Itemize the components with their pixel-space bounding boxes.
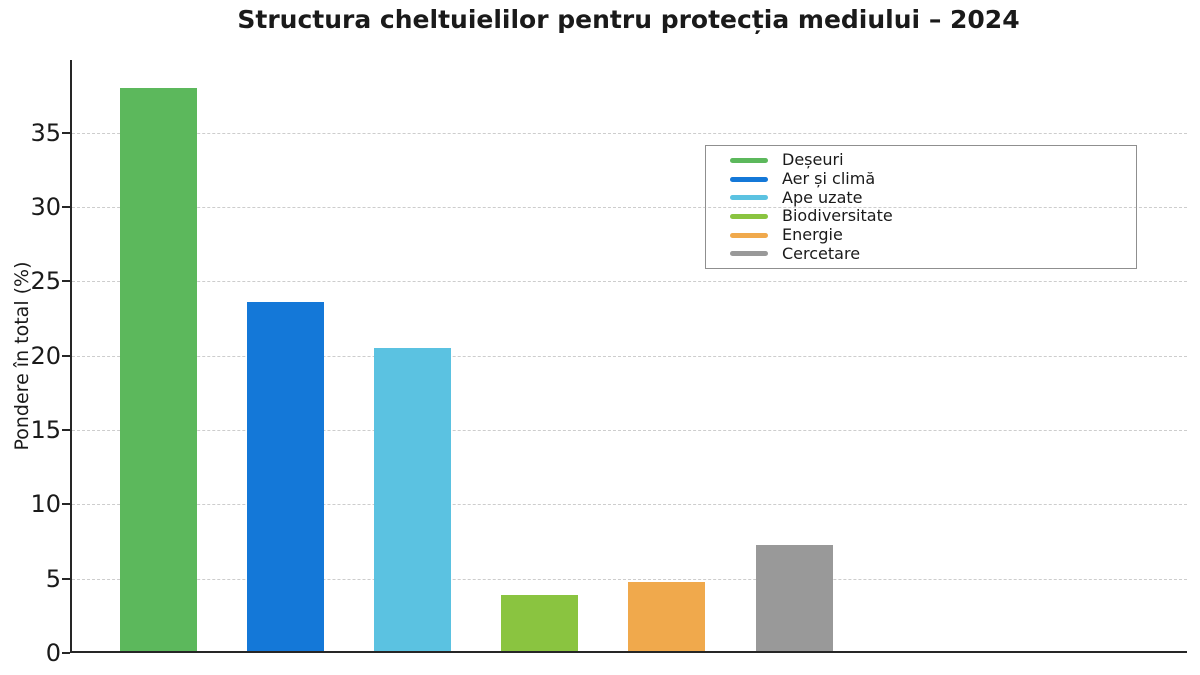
bar-deseuri: [120, 88, 197, 653]
y-tick-mark-30: [62, 206, 70, 209]
bar-biodiversitate: [501, 595, 579, 653]
legend-label-aer-si-clima: Aer și climă: [782, 169, 876, 189]
legend-swatch-biodiversitate: [730, 213, 768, 219]
legend-item-ape-uzate: Ape uzate: [706, 188, 1136, 207]
y-tick-mark-0: [62, 652, 70, 654]
legend-swatch-cercetare: [730, 251, 768, 257]
y-tick-mark-5: [62, 577, 70, 580]
legend-label-cercetare: Cercetare: [782, 243, 861, 263]
chart-title: Structura cheltuielilor pentru protecția…: [237, 5, 1020, 34]
bar-aer-si-clima: [247, 302, 325, 653]
legend-item-energie: Energie: [706, 226, 1136, 245]
plot-area: [70, 60, 1187, 653]
y-tick-mark-35: [62, 131, 70, 134]
y-tick-label-0: 0: [45, 639, 61, 667]
legend-label-biodiversitate: Biodiversitate: [782, 206, 893, 226]
legend-label-deseuri: Deșeuri: [782, 150, 844, 170]
y-tick-label-35: 35: [30, 118, 61, 147]
gridline-5: [72, 578, 1187, 580]
y-tick-label-5: 5: [45, 564, 61, 593]
legend-swatch-energie: [730, 232, 768, 238]
legend-item-biodiversitate: Biodiversitate: [706, 207, 1136, 226]
legend-label-energie: Energie: [782, 225, 843, 245]
bar-energie: [628, 581, 706, 653]
gridline-35: [72, 132, 1187, 134]
legend-swatch-ape-uzate: [730, 195, 768, 201]
y-tick-label-20: 20: [30, 341, 61, 370]
y-tick-label-25: 25: [30, 267, 61, 296]
legend-item-cercetare: Cercetare: [706, 244, 1136, 263]
y-axis-spine: [70, 60, 72, 653]
y-tick-label-15: 15: [30, 416, 61, 445]
y-tick-mark-10: [62, 503, 70, 506]
legend: Deșeuri Aer și climă Ape uzate Biodiversita…: [705, 145, 1137, 269]
y-tick-mark-20: [62, 354, 70, 357]
bar-cercetare: [755, 544, 833, 653]
gridline-30: [72, 207, 1187, 209]
gridline-15: [72, 430, 1187, 432]
y-tick-label-10: 10: [30, 490, 61, 519]
bar-ape-uzate: [374, 348, 452, 653]
legend-item-aer-si-clima: Aer și climă: [706, 170, 1136, 189]
y-tick-mark-25: [62, 280, 70, 283]
gridline-10: [72, 504, 1187, 506]
legend-item-deseuri: Deșeuri: [706, 151, 1136, 170]
gridline-20: [72, 355, 1187, 357]
legend-label-ape-uzate: Ape uzate: [782, 187, 863, 207]
y-tick-label-30: 30: [30, 193, 61, 222]
legend-swatch-aer-si-clima: [730, 176, 768, 182]
y-tick-mark-15: [62, 429, 70, 432]
gridline-25: [72, 281, 1187, 283]
legend-swatch-deseuri: [730, 157, 768, 163]
x-axis-spine: [70, 651, 1187, 653]
